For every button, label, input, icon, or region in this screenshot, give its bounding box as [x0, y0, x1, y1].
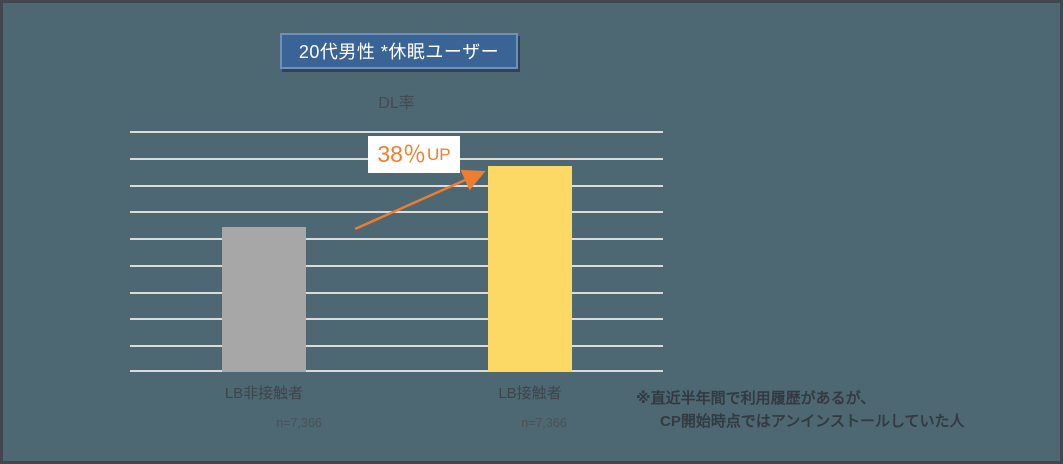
footnote-line2: CP開始時点ではアンインストールしていた人 [660, 413, 965, 430]
gridline [130, 345, 663, 348]
gridline [130, 318, 663, 321]
sample-size-non-contact: n=7,366 [276, 416, 322, 430]
slide-title-box: 20代男性 *休眠ユーザー [280, 33, 518, 69]
gridline [130, 264, 663, 267]
annotation-suffix: UP [426, 145, 451, 164]
x-label-group-contact: LB接触者 n=7,366 [450, 382, 610, 430]
gridline [130, 131, 663, 133]
footnote: ※直近半年間で利用履歴があるが、 CP開始時点ではアンインストールしていた人 [636, 387, 965, 433]
category-label-non-contact: LB非接触者 [224, 385, 304, 402]
slide-title: 20代男性 *休眠ユーザー [298, 42, 500, 62]
plot-area [130, 131, 663, 372]
gridline [130, 211, 663, 214]
gridline [130, 184, 663, 187]
footnote-line1: ※直近半年間で利用履歴があるが、 [636, 390, 876, 407]
bar-lb-contact [488, 165, 572, 372]
bar-lb-non-contact [222, 227, 306, 372]
x-label-group-non-contact: LB非接触者 n=7,366 [184, 382, 344, 430]
category-label-contact: LB接触者 [498, 385, 562, 402]
gridline [130, 238, 663, 241]
increase-arrow-icon [354, 169, 486, 231]
chart-title: DL率 [378, 95, 415, 112]
gridline [130, 370, 663, 372]
gridline [130, 291, 663, 294]
annotation-38up: 38％ UP [368, 136, 460, 173]
annotation-value: 38％ [377, 141, 426, 167]
sample-size-contact: n=7,366 [521, 416, 567, 430]
